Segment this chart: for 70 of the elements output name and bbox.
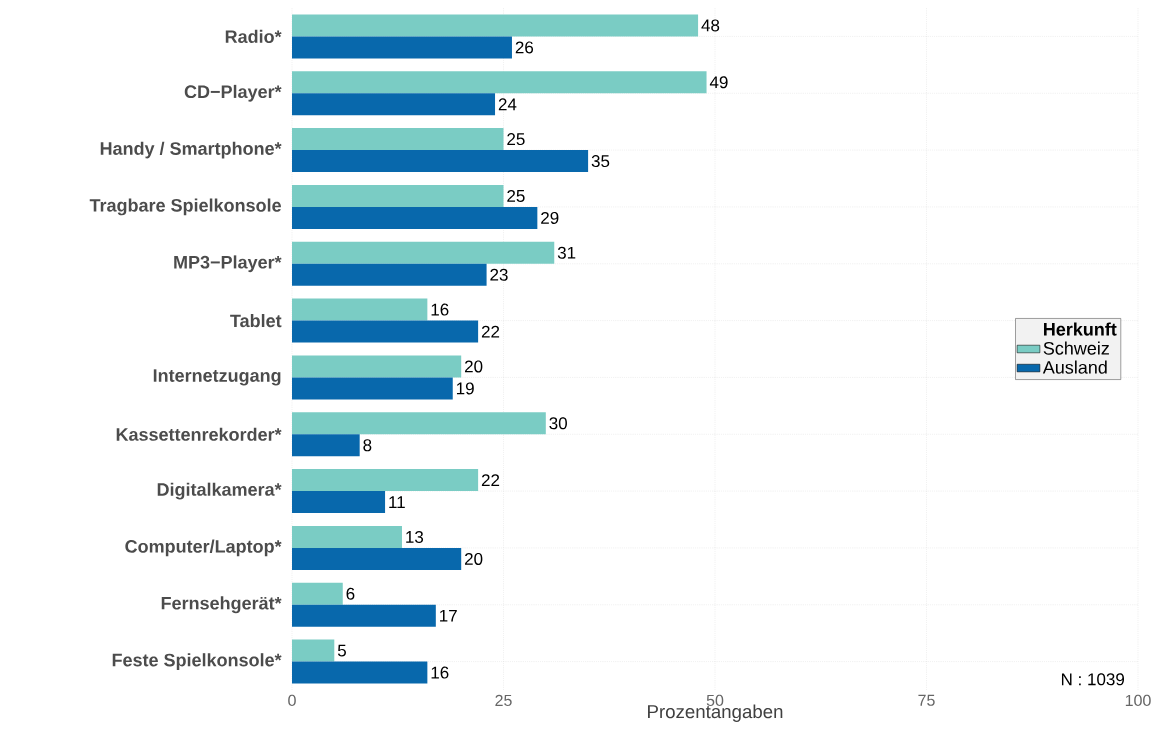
bar: [292, 320, 479, 343]
data-label: 30: [549, 417, 567, 430]
x-tick-label: 100: [1125, 694, 1151, 707]
bar: [292, 263, 487, 286]
y-tick-label: Radio*: [225, 29, 282, 44]
legend-title: Herkunft: [1044, 322, 1117, 336]
data-label: 24: [498, 98, 517, 111]
bar: [292, 661, 428, 684]
y-tick-label: Tablet: [230, 313, 282, 328]
bar: [292, 128, 504, 151]
bar: [292, 184, 504, 207]
x-tick-label: 0: [288, 694, 296, 707]
data-label: 16: [431, 303, 449, 316]
data-label: 25: [507, 189, 525, 202]
bar: [292, 639, 335, 662]
data-label: 6: [346, 587, 355, 600]
y-tick-label: Handy / Smartphone*: [100, 141, 282, 159]
data-label: 20: [464, 552, 483, 565]
y-tick-label: Kassettenrekorder*: [116, 427, 282, 441]
y-tick-label: Digitalkamera*: [157, 482, 282, 500]
y-tick-label: Feste Spielkonsole*: [112, 653, 282, 670]
data-label: 48: [701, 19, 720, 32]
bar: [292, 241, 555, 264]
legend-label: Ausland: [1042, 360, 1107, 374]
data-label: 20: [464, 360, 483, 373]
bar: [292, 434, 360, 457]
annotation: N : 1039: [1061, 673, 1125, 686]
data-label: 25: [507, 133, 525, 146]
y-tick-label: Internetzugang: [153, 369, 281, 386]
data-label: 31: [557, 246, 576, 259]
bar: [292, 604, 436, 627]
bar: [292, 525, 402, 548]
bar: [292, 206, 538, 229]
y-tick-label: CD−Player*: [184, 84, 282, 102]
bar: [292, 298, 428, 321]
bar: [292, 547, 462, 570]
bar: [292, 377, 453, 400]
bar: [292, 36, 512, 59]
x-tick-label: 50: [706, 694, 724, 707]
data-label: 16: [431, 666, 449, 679]
bar: [292, 491, 386, 514]
bar: [292, 14, 699, 37]
data-label: 8: [363, 439, 372, 452]
bar: [292, 355, 462, 378]
data-label: 26: [515, 41, 534, 54]
bar: [292, 582, 343, 605]
data-label: 19: [456, 382, 474, 395]
y-tick-label: Computer/Laptop*: [125, 539, 282, 557]
data-label: 22: [481, 474, 500, 487]
bar: [292, 93, 496, 116]
x-tick-label: 75: [918, 694, 935, 706]
bar: [292, 412, 546, 435]
data-label: 35: [591, 155, 610, 168]
data-label: 49: [709, 76, 728, 89]
x-axis-title: Prozentangaben: [648, 704, 783, 722]
x-tick-label: 25: [495, 694, 512, 707]
data-label: 17: [440, 609, 457, 622]
data-label: 29: [541, 211, 559, 224]
data-label: 13: [406, 530, 424, 543]
data-label: 22: [481, 325, 500, 338]
bar: [292, 150, 589, 173]
legend-label: Schweiz: [1043, 341, 1109, 355]
bar: [292, 71, 707, 94]
y-tick-label: Fernsehgerät*: [161, 596, 282, 614]
data-label: 23: [490, 268, 508, 281]
data-label: 5: [337, 644, 346, 657]
y-tick-label: MP3−Player*: [174, 255, 282, 273]
bar: [292, 469, 479, 492]
data-label: 11: [389, 496, 405, 508]
y-tick-label: Tragbare Spielkonsole: [89, 198, 281, 216]
